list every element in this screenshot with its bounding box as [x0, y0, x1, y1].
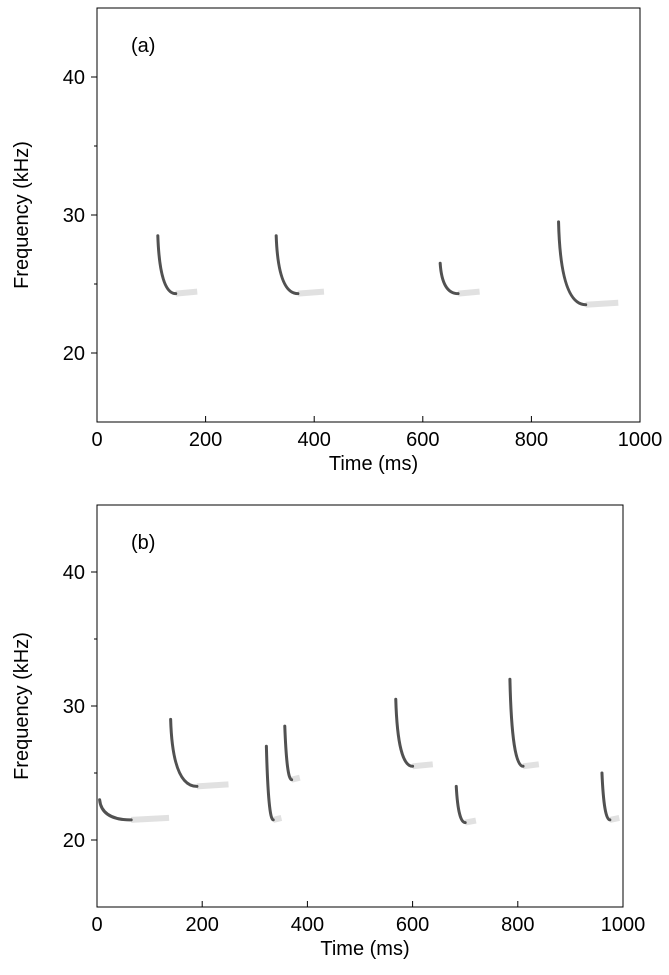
x-tick-label: 400: [298, 429, 331, 451]
call-tail: [609, 814, 620, 823]
x-axis-label: Time (ms): [320, 938, 409, 960]
x-tick-label: 0: [91, 429, 102, 451]
y-axis-label: Frequency (kHz): [11, 632, 33, 780]
y-tick-label: 30: [63, 205, 85, 227]
x-tick-label: 800: [501, 914, 534, 936]
call: [169, 717, 199, 788]
y-tick-label: 40: [63, 562, 85, 584]
x-tick-label: 200: [186, 914, 219, 936]
call-tail: [196, 781, 229, 790]
call-tail: [297, 288, 325, 297]
call: [274, 234, 300, 296]
call-tail: [585, 299, 619, 308]
call: [438, 261, 460, 296]
panel-label: (b): [131, 532, 155, 554]
call: [283, 724, 294, 782]
call: [557, 220, 588, 307]
call: [454, 784, 467, 825]
call-tail: [175, 288, 198, 297]
x-tick-label: 400: [291, 914, 324, 936]
y-tick-label: 20: [63, 830, 85, 852]
y-axis-label: Frequency (kHz): [11, 141, 33, 289]
x-tick-label: 1000: [601, 914, 646, 936]
panel-label: (a): [131, 35, 155, 57]
x-tick-label: 0: [91, 914, 102, 936]
x-axis-label: Time (ms): [329, 453, 418, 475]
call: [264, 744, 275, 822]
x-tick-label: 1000: [618, 429, 663, 451]
call: [394, 697, 415, 768]
call-tail: [457, 288, 480, 297]
call: [600, 771, 612, 822]
call-tail: [412, 761, 434, 770]
plot-frame: [96, 504, 624, 908]
y-tick-label: 20: [63, 343, 85, 365]
x-tick-label: 200: [189, 429, 222, 451]
call-tail: [131, 814, 170, 823]
x-tick-label: 600: [396, 914, 429, 936]
y-tick-label: 40: [63, 67, 85, 89]
call-tail: [464, 817, 477, 826]
x-tick-label: 600: [406, 429, 439, 451]
call: [98, 798, 133, 822]
y-tick-label: 30: [63, 696, 85, 718]
call-tail: [522, 761, 540, 770]
call: [508, 677, 525, 768]
x-tick-label: 800: [515, 429, 548, 451]
plot-frame: [96, 7, 641, 423]
call: [156, 234, 178, 296]
